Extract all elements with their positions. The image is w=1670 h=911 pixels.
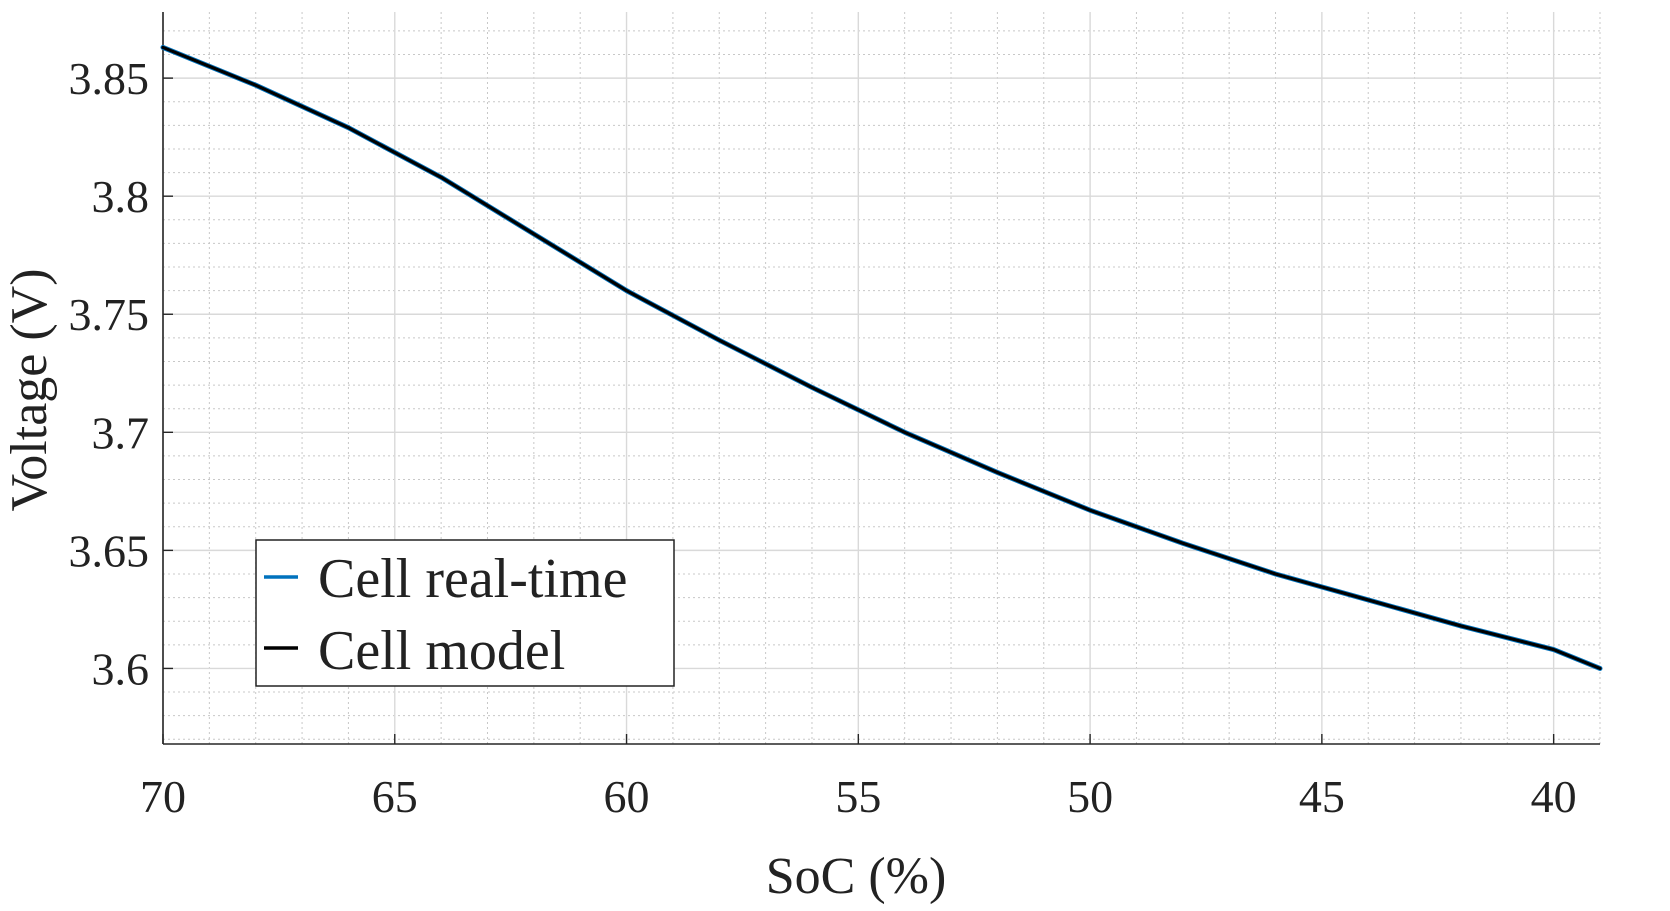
minor-grid [163,12,1601,744]
legend-box [255,539,675,687]
legend-label-cell-real-time: Cell real-time [318,548,627,610]
y-axis-title: Voltage (V) [1,268,58,511]
x-tick-label: 65 [372,771,418,822]
x-tick-label: 55 [835,771,881,822]
x-tick-label: 70 [140,771,186,822]
x-axis-title: SoC (%) [766,848,947,905]
axes [162,12,1600,745]
y-tick-label: 3.7 [92,407,150,458]
x-tick-label: 50 [1067,771,1113,822]
x-tick-label: 40 [1531,771,1577,822]
y-tick-label: 3.65 [69,525,150,576]
x-tick-label: 60 [604,771,650,822]
series-layer [160,44,1603,671]
tick-labels: 70 65 60 55 50 45 40 3.6 3.65 3.7 3.75 3.8 3.85 [69,53,1577,822]
y-tick-label: 3.85 [69,53,150,104]
x-tick-label: 45 [1299,771,1345,822]
y-tick-label: 3.6 [92,643,150,694]
legend: Cell real-time Cell model [255,539,675,687]
legend-label-cell-model: Cell model [318,620,565,682]
series-line-cell-model [161,45,1602,671]
y-tick-label: 3.8 [92,171,150,222]
y-tick-label: 3.75 [69,289,150,340]
